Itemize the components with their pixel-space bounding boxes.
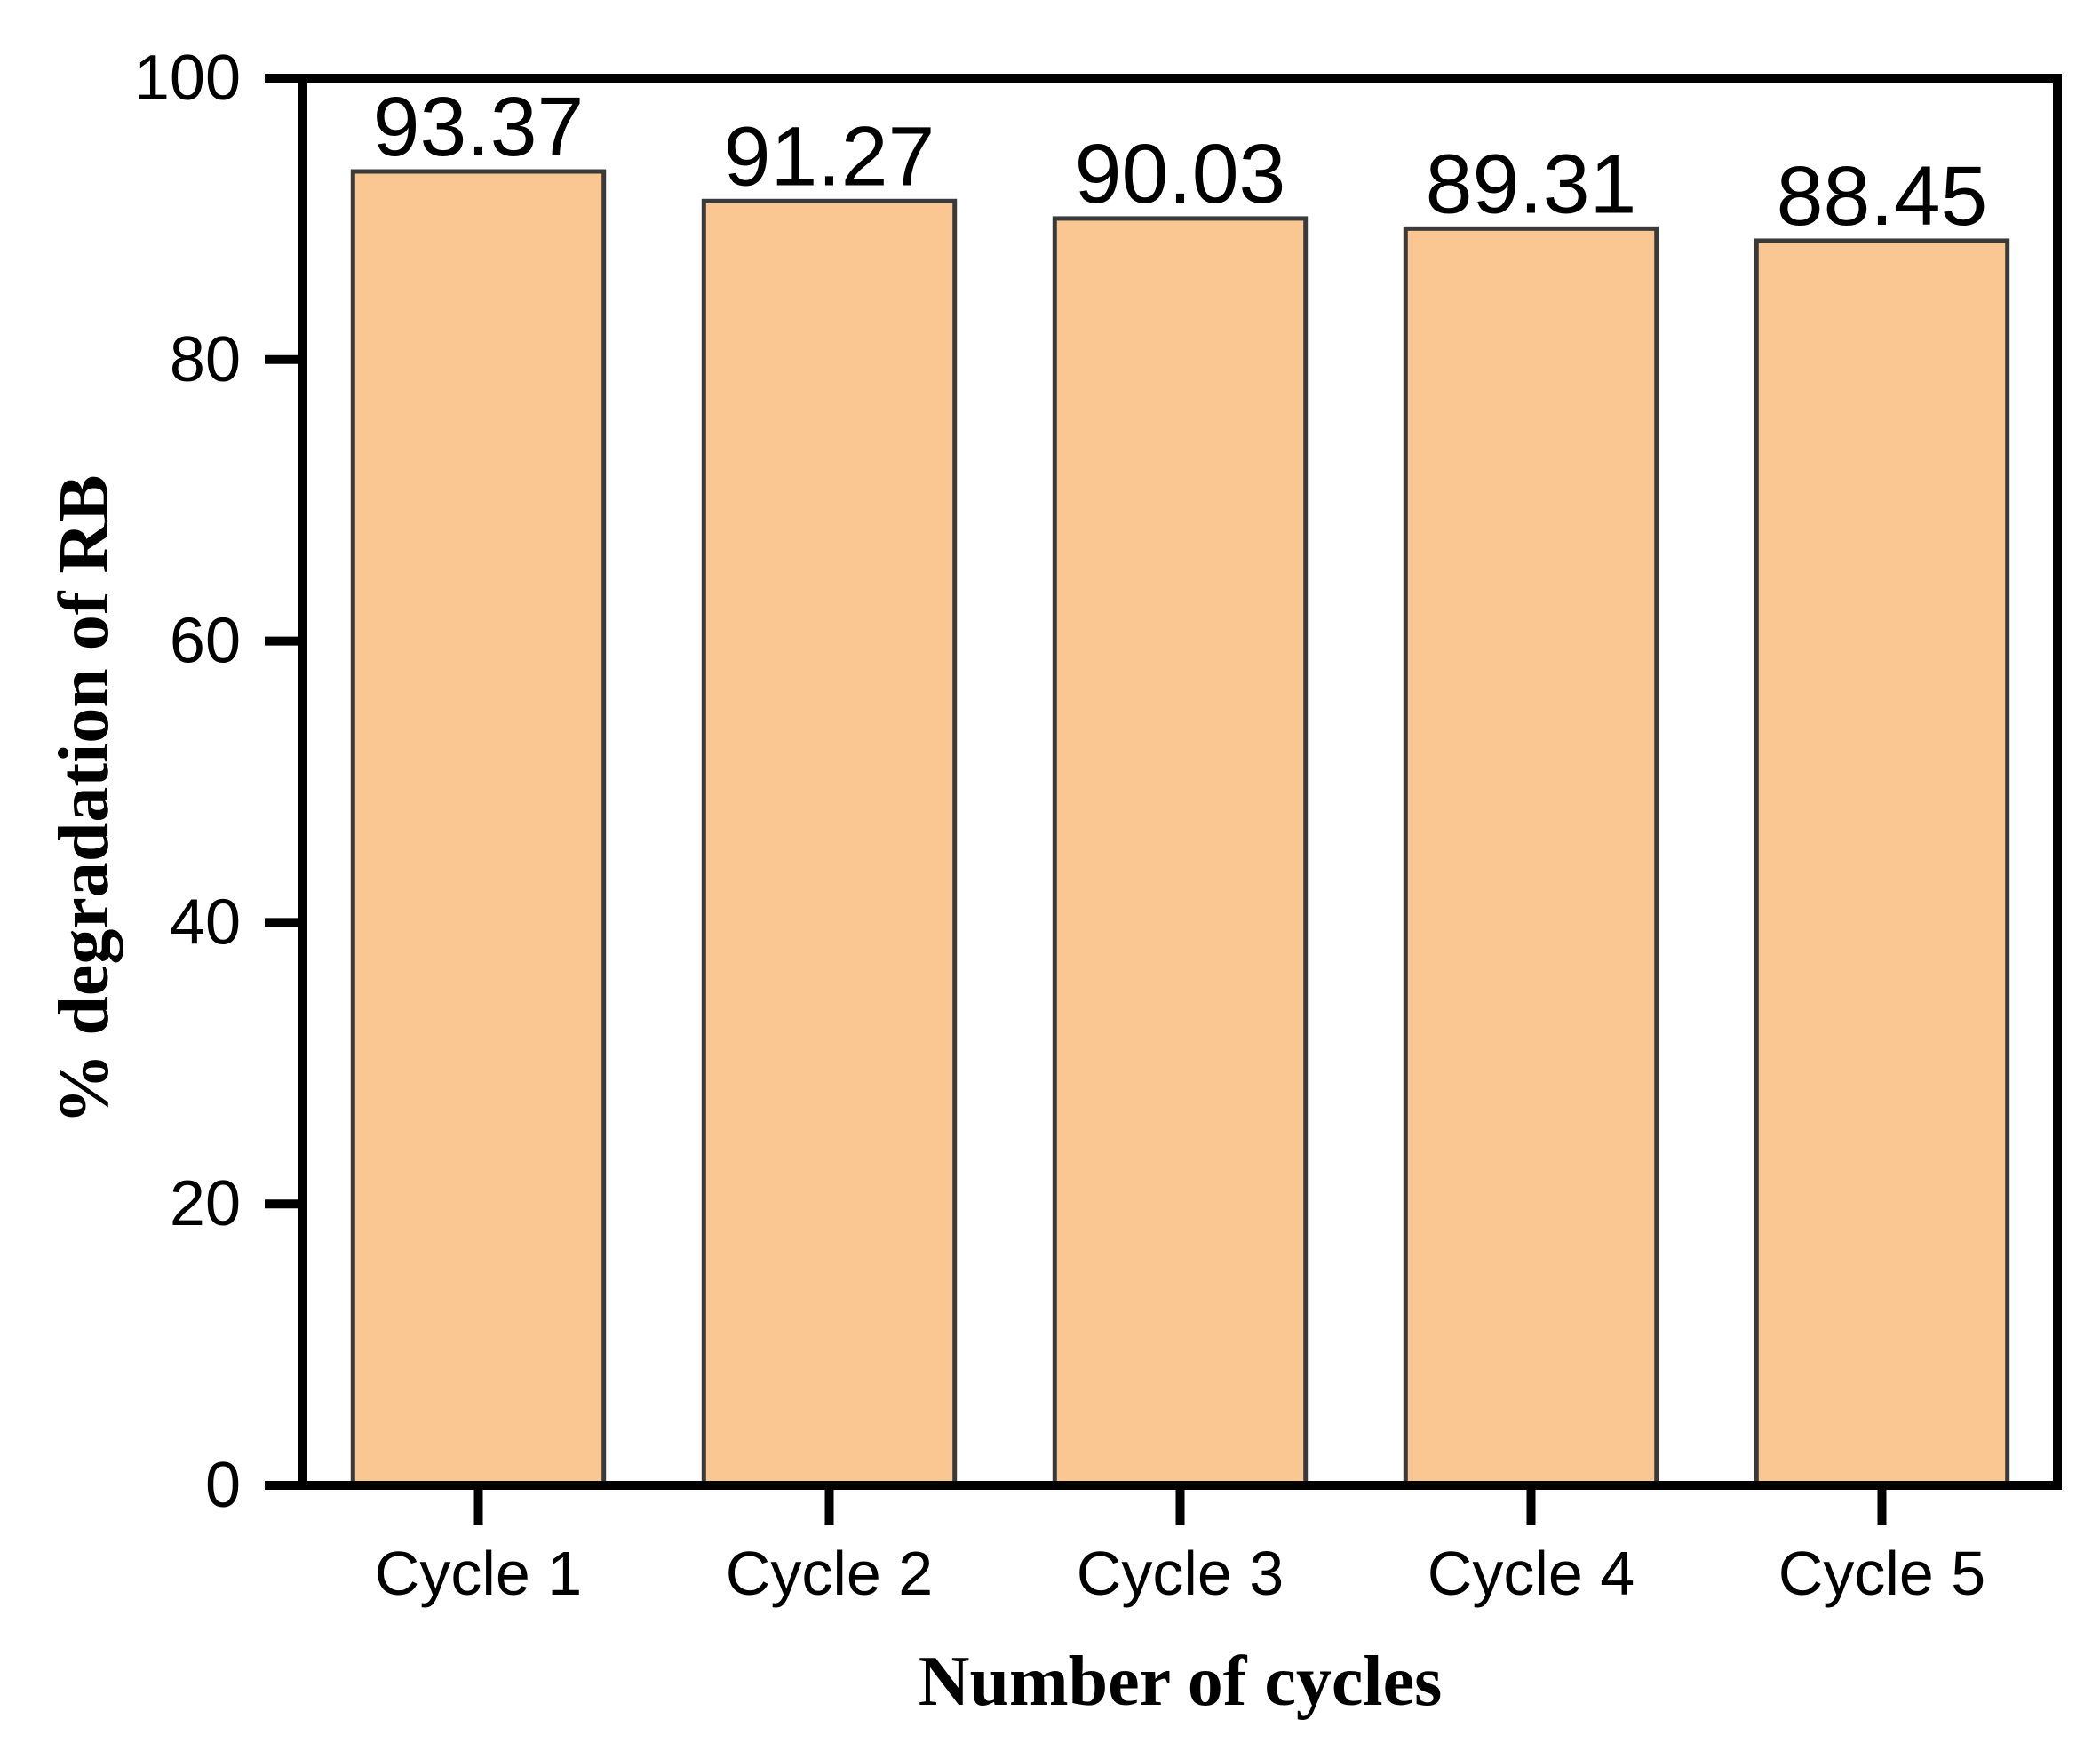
bar-value-label: 88.45 [1777,149,1988,243]
bar-value-label: 93.37 [373,80,585,174]
y-axis-tick-label: 20 [170,1168,241,1239]
bar-cycle-2 [701,198,958,1488]
bar-value-label: 89.31 [1426,137,1637,231]
y-axis-tick-label: 0 [205,1450,241,1521]
bar-value-label: 91.27 [724,109,935,203]
plot-frame [298,74,2062,1490]
x-axis-tick-label: Cycle 3 [1077,1539,1284,1608]
y-axis-tick-label: 40 [170,887,241,958]
x-axis-title: Number of cycles [918,1643,1443,1721]
x-axis-tick-label: Cycle 2 [726,1539,933,1608]
y-axis-tick-label: 100 [134,43,241,114]
bar-value-label: 90.03 [1075,127,1286,221]
bar-cycle-1 [350,169,607,1488]
bar-cycle-5 [1754,238,2010,1488]
bar-cycle-3 [1052,216,1309,1488]
y-axis-tick-label: 80 [170,324,241,395]
x-axis-tick-label: Cycle 4 [1428,1539,1635,1608]
bar-cycle-4 [1403,226,1659,1488]
y-axis-tick-label: 60 [170,606,241,677]
x-axis-tick-label: Cycle 1 [375,1539,582,1608]
y-axis-title: % degradation of RB [45,474,123,1125]
x-axis-tick-label: Cycle 5 [1778,1539,1985,1608]
